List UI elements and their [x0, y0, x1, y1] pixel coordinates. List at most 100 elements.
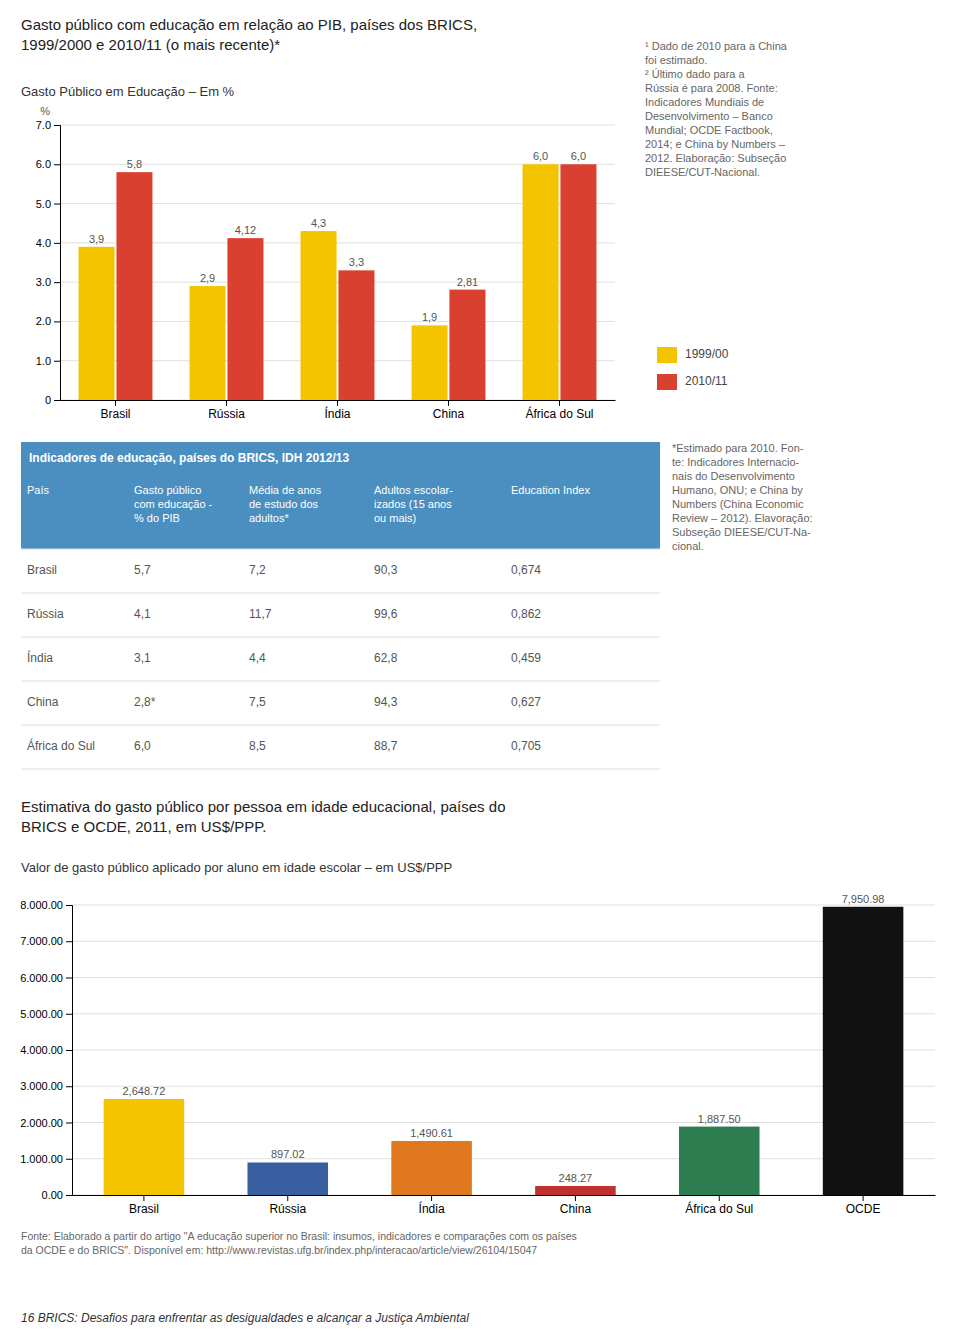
table-cell: 3,1 — [134, 651, 151, 665]
table-cell: 0,862 — [511, 607, 541, 621]
x-tick: Brasil — [100, 400, 130, 421]
table-cell: 0,459 — [511, 651, 541, 665]
note-line: ² Último dado para a — [645, 68, 746, 80]
x-tick-label: África do Sul — [525, 406, 593, 421]
table-cell: 0,705 — [511, 739, 541, 753]
table-column-header: Gasto públicocom educação -% do PIB — [134, 484, 213, 524]
y-tick: 4.000.00 — [20, 1044, 72, 1056]
y-tick-label: 4.000.00 — [20, 1044, 63, 1056]
x-tick: OCDE — [846, 1195, 881, 1216]
bar — [301, 231, 337, 400]
table-column-header-line: de estudo dos — [249, 498, 319, 510]
grid-line — [72, 1158, 935, 1159]
grid-line — [72, 1050, 935, 1051]
y-tick-label: 3.0 — [36, 276, 51, 288]
bar — [823, 907, 904, 1195]
data-label: 1,887.50 — [698, 1113, 741, 1125]
y-tick: 0 — [45, 394, 60, 406]
y-tick-label: 1.0 — [36, 355, 51, 367]
grid-line — [72, 1122, 935, 1123]
table-column-header: Adultos escolar-izados (15 anosou mais) — [374, 484, 453, 524]
y-tick: 3.0 — [36, 276, 60, 288]
table-cell: 7,5 — [249, 695, 266, 709]
table-cell: 90,3 — [374, 563, 398, 577]
series — [79, 164, 559, 400]
table-note-line: cional. — [672, 540, 704, 552]
table-cell: 5,7 — [134, 563, 151, 577]
x-tick-label: Rússia — [208, 407, 245, 421]
table-column-header-line: País — [27, 484, 50, 496]
data-label: 3,9 — [89, 233, 104, 245]
footer: 16 BRICS: Desafios para enfrentar as des… — [21, 1311, 469, 1325]
grid-line — [72, 1195, 935, 1196]
table-note-line: te: Indicadores Internacio- — [672, 456, 800, 468]
bar — [104, 1099, 185, 1195]
y-tick-label: 3.000.00 — [20, 1080, 63, 1092]
table-column-header-line: Adultos escolar- — [374, 484, 453, 496]
data-label: 1,490.61 — [410, 1127, 453, 1139]
table-title: Indicadores de educação, países do BRICS… — [29, 451, 349, 465]
data-label: 897.02 — [271, 1148, 305, 1160]
y-tick: 0.00 — [42, 1189, 72, 1201]
series — [116, 164, 596, 400]
x-tick-mark — [226, 400, 227, 406]
table-note-line: Review – 2012). Elavoração: — [672, 512, 813, 524]
table-cell: 7,2 — [249, 563, 266, 577]
y-tick-mark — [54, 125, 60, 126]
grid — [60, 125, 615, 400]
y-tick-label: 6.000.00 — [20, 972, 63, 984]
y-tick: 4.0 — [36, 237, 60, 249]
chart-title-line: BRICS e OCDE, 2011, em US$/PPP. — [21, 818, 266, 835]
grid — [72, 905, 935, 1195]
table-cell: 4,4 — [249, 651, 266, 665]
y-tick-label: 1.000.00 — [20, 1153, 63, 1165]
x-tick-mark — [863, 1195, 864, 1201]
x-tick-mark — [337, 400, 338, 406]
y-tick-label: 0.00 — [42, 1189, 63, 1201]
y-tick-mark — [54, 243, 60, 244]
table-column-header-line: Média de anos — [249, 484, 322, 496]
y-tick-label: 2.000.00 — [20, 1117, 63, 1129]
grid-line — [72, 1086, 935, 1087]
x-tick: África do Sul — [525, 400, 593, 421]
y-tick-label: 5.0 — [36, 198, 51, 210]
x-tick-label: África do Sul — [685, 1201, 753, 1216]
note: ¹ Dado de 2010 para a Chinafoi estimado.… — [645, 40, 788, 178]
y-tick-label: 4.0 — [36, 237, 51, 249]
data-label: 1,9 — [422, 311, 437, 323]
data-label: 4,3 — [311, 217, 326, 229]
page: Gasto público com educação em relação ao… — [0, 0, 960, 1341]
table-cell: 62,8 — [374, 651, 398, 665]
table: Indicadores de educação, países do BRICS… — [21, 442, 813, 769]
y-tick-mark — [66, 1086, 72, 1087]
y-tick-mark — [66, 941, 72, 942]
chart-title-line: 1999/2000 e 2010/11 (o mais recente)* — [21, 36, 280, 53]
y-axis: 01.02.03.04.05.06.07.0 — [36, 119, 61, 406]
table-note: *Estimado para 2010. Fon-te: Indicadores… — [672, 442, 813, 552]
y-tick: 6.0 — [36, 158, 60, 170]
x-tick-label: Rússia — [269, 1202, 306, 1216]
data-label: 2,648.72 — [123, 1085, 166, 1097]
source-note-line: da OCDE e do BRICS". Disponível em: http… — [21, 1244, 537, 1256]
bar — [535, 1186, 616, 1195]
table-cell: África do Sul — [27, 738, 95, 753]
x-tick-mark — [448, 400, 449, 406]
bar — [391, 1141, 472, 1195]
legend-item: 1999/00 — [657, 347, 729, 363]
table-cell: 88,7 — [374, 739, 398, 753]
y-tick-label: 6.0 — [36, 158, 51, 170]
table-cell: 0,674 — [511, 563, 541, 577]
y-tick-mark — [54, 400, 60, 401]
note-line: ¹ Dado de 2010 para a China — [645, 40, 788, 52]
x-tick-mark — [575, 1195, 576, 1201]
grid-line — [72, 977, 935, 978]
data-label: 7,950.98 — [842, 893, 885, 905]
bars — [104, 907, 904, 1195]
y-axis-line — [54, 126, 61, 401]
x-tick-label: OCDE — [846, 1202, 881, 1216]
y-tick: 7.0 — [36, 119, 60, 131]
table-header-bg — [21, 442, 660, 549]
table-cell: 94,3 — [374, 695, 398, 709]
data-label: 6,0 — [571, 150, 586, 162]
grid-line — [72, 905, 935, 906]
